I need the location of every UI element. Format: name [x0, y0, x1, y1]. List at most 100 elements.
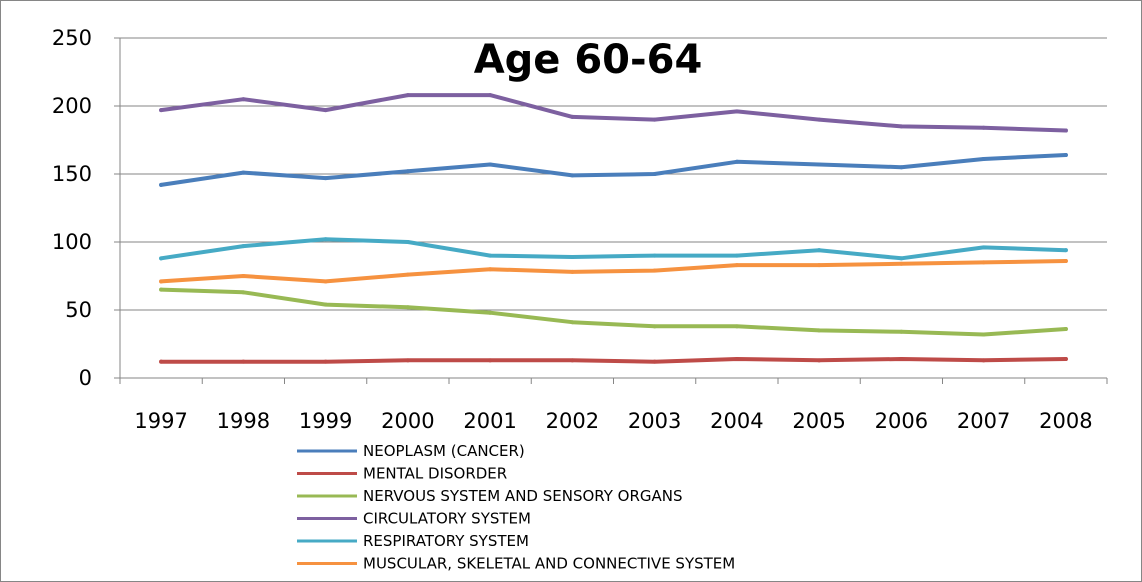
data-point — [159, 256, 164, 261]
legend-label: RESPIRATORY SYSTEM — [363, 532, 529, 550]
data-point — [159, 108, 164, 113]
data-point — [899, 356, 904, 361]
data-point — [981, 157, 986, 162]
data-point — [570, 114, 575, 119]
x-tick-label: 2000 — [381, 409, 434, 433]
y-tick-label: 0 — [79, 366, 92, 390]
data-point — [899, 256, 904, 261]
data-point — [652, 359, 657, 364]
data-point — [817, 358, 822, 363]
data-point — [1063, 248, 1068, 253]
data-point — [405, 169, 410, 174]
data-point — [241, 274, 246, 278]
data-point — [817, 328, 822, 333]
data-point — [488, 267, 493, 272]
x-tick-label: 2004 — [710, 409, 763, 433]
data-point — [323, 279, 328, 284]
data-point — [241, 170, 246, 175]
data-point — [899, 165, 904, 170]
data-point — [488, 162, 493, 167]
series-line — [159, 93, 1068, 133]
data-point — [323, 302, 328, 307]
y-tick-label: 100 — [52, 230, 92, 254]
data-point — [241, 290, 246, 295]
y-tick-label: 250 — [52, 26, 92, 50]
series-line — [159, 259, 1068, 284]
data-point — [488, 358, 493, 363]
data-point — [1063, 152, 1068, 157]
data-point — [734, 159, 739, 164]
x-tick-label: 1998 — [217, 409, 270, 433]
data-point — [405, 358, 410, 363]
y-tick-label: 50 — [65, 298, 92, 322]
data-point — [817, 248, 822, 253]
x-tick-label: 2006 — [875, 409, 928, 433]
legend-label: CIRCULATORY SYSTEM — [363, 510, 531, 528]
data-point — [652, 117, 657, 122]
data-point — [981, 358, 986, 363]
data-point — [981, 260, 986, 265]
data-point — [899, 261, 904, 266]
data-point — [570, 358, 575, 363]
x-tick-label: 2005 — [792, 409, 845, 433]
data-point — [241, 97, 246, 102]
data-point — [652, 253, 657, 258]
series-line — [159, 237, 1068, 261]
data-point — [488, 93, 493, 98]
data-point — [323, 108, 328, 113]
data-point — [1063, 327, 1068, 332]
chart-title: Age 60-64 — [474, 37, 703, 83]
data-point — [734, 356, 739, 361]
legend-label: MENTAL DISORDER — [363, 465, 507, 483]
data-point — [981, 332, 986, 337]
x-tick-labels: 1997 1998 1999 2000 2001 2002 2003 2004 2005 2006… — [134, 409, 1092, 433]
data-point — [405, 240, 410, 244]
data-point — [570, 254, 575, 259]
y-tick-label: 200 — [52, 94, 92, 118]
x-tick-label: 1997 — [134, 409, 187, 433]
data-point — [159, 279, 164, 284]
data-point — [981, 125, 986, 130]
legend: NEOPLASM (CANCER) MENTAL DISORDER NERVOUS … — [297, 442, 735, 573]
data-point — [981, 245, 986, 250]
series-lines — [159, 93, 1068, 364]
x-tick-label: 2003 — [628, 409, 681, 433]
x-tick-label: 2008 — [1039, 409, 1092, 433]
data-point — [323, 359, 328, 364]
data-point — [570, 320, 575, 325]
y-tick-labels: 0 50 100 150 200 250 — [52, 26, 92, 390]
data-point — [323, 176, 328, 181]
data-point — [652, 268, 657, 273]
legend-label: NERVOUS SYSTEM AND SENSORY ORGANS — [363, 487, 683, 505]
x-tick-label: 1999 — [299, 409, 352, 433]
data-point — [405, 93, 410, 98]
x-tick-label: 2002 — [546, 409, 599, 433]
data-point — [405, 272, 410, 277]
legend-label: NEOPLASM (CANCER) — [363, 442, 525, 460]
data-point — [570, 173, 575, 178]
data-point — [159, 182, 164, 187]
data-point — [652, 172, 657, 176]
data-point — [817, 117, 822, 122]
data-point — [1063, 128, 1068, 133]
data-point — [652, 324, 657, 329]
data-point — [734, 253, 739, 258]
data-point — [488, 310, 493, 315]
data-point — [241, 359, 246, 364]
data-point — [899, 329, 904, 334]
x-tick-label: 2007 — [957, 409, 1010, 433]
series-line — [159, 357, 1068, 364]
data-point — [734, 324, 739, 329]
y-tick-label: 150 — [52, 162, 92, 186]
data-point — [734, 263, 739, 268]
data-point — [817, 263, 822, 268]
x-tick-label: 2001 — [463, 409, 516, 433]
data-point — [323, 237, 328, 242]
series-line — [159, 153, 1068, 187]
series-line — [159, 287, 1068, 337]
data-point — [488, 253, 493, 258]
data-point — [899, 124, 904, 129]
data-point — [817, 162, 822, 167]
